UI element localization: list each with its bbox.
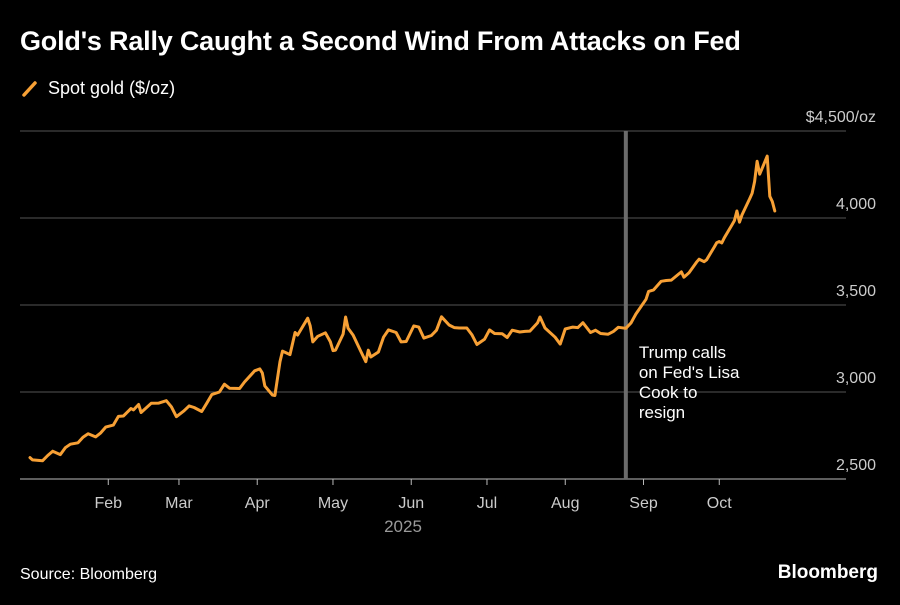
y-tick-label: 4,000 xyxy=(836,196,876,213)
legend-label: Spot gold ($/oz) xyxy=(48,78,176,98)
y-tick-label: $4,500/oz xyxy=(806,109,876,126)
x-tick-label: Apr xyxy=(245,495,271,512)
source-note: Source: Bloomberg xyxy=(20,566,157,583)
y-tick-label: 2,500 xyxy=(836,457,876,474)
event-annotation-line: Cook to xyxy=(639,383,698,402)
event-annotation: Trump calls on Fed's Lisa Cook to resign xyxy=(639,343,740,422)
x-tick-label: Aug xyxy=(551,495,579,512)
x-tick-label: Mar xyxy=(165,495,193,512)
event-annotation-line: resign xyxy=(639,403,685,422)
legend: Spot gold ($/oz) xyxy=(22,78,175,99)
x-tick-label: Oct xyxy=(707,495,732,512)
x-tick-label: Sep xyxy=(629,495,658,512)
chart-title: Gold's Rally Caught a Second Wind From A… xyxy=(20,26,741,56)
event-annotation-line: on Fed's Lisa xyxy=(639,363,740,382)
y-tick-label: 3,500 xyxy=(836,283,876,300)
legend-line-icon xyxy=(22,80,37,97)
x-tick-label: Jun xyxy=(398,495,424,512)
x-tick-label: May xyxy=(318,495,348,512)
x-tick-label: Jul xyxy=(477,495,497,512)
event-annotation-line: Trump calls xyxy=(639,343,726,362)
x-tick-label: Feb xyxy=(94,495,122,512)
x-axis-year-label: 2025 xyxy=(384,517,422,536)
y-tick-label: 3,000 xyxy=(836,370,876,387)
bloomberg-logo: Bloomberg xyxy=(777,562,878,583)
series-line-spot-gold xyxy=(28,154,777,463)
